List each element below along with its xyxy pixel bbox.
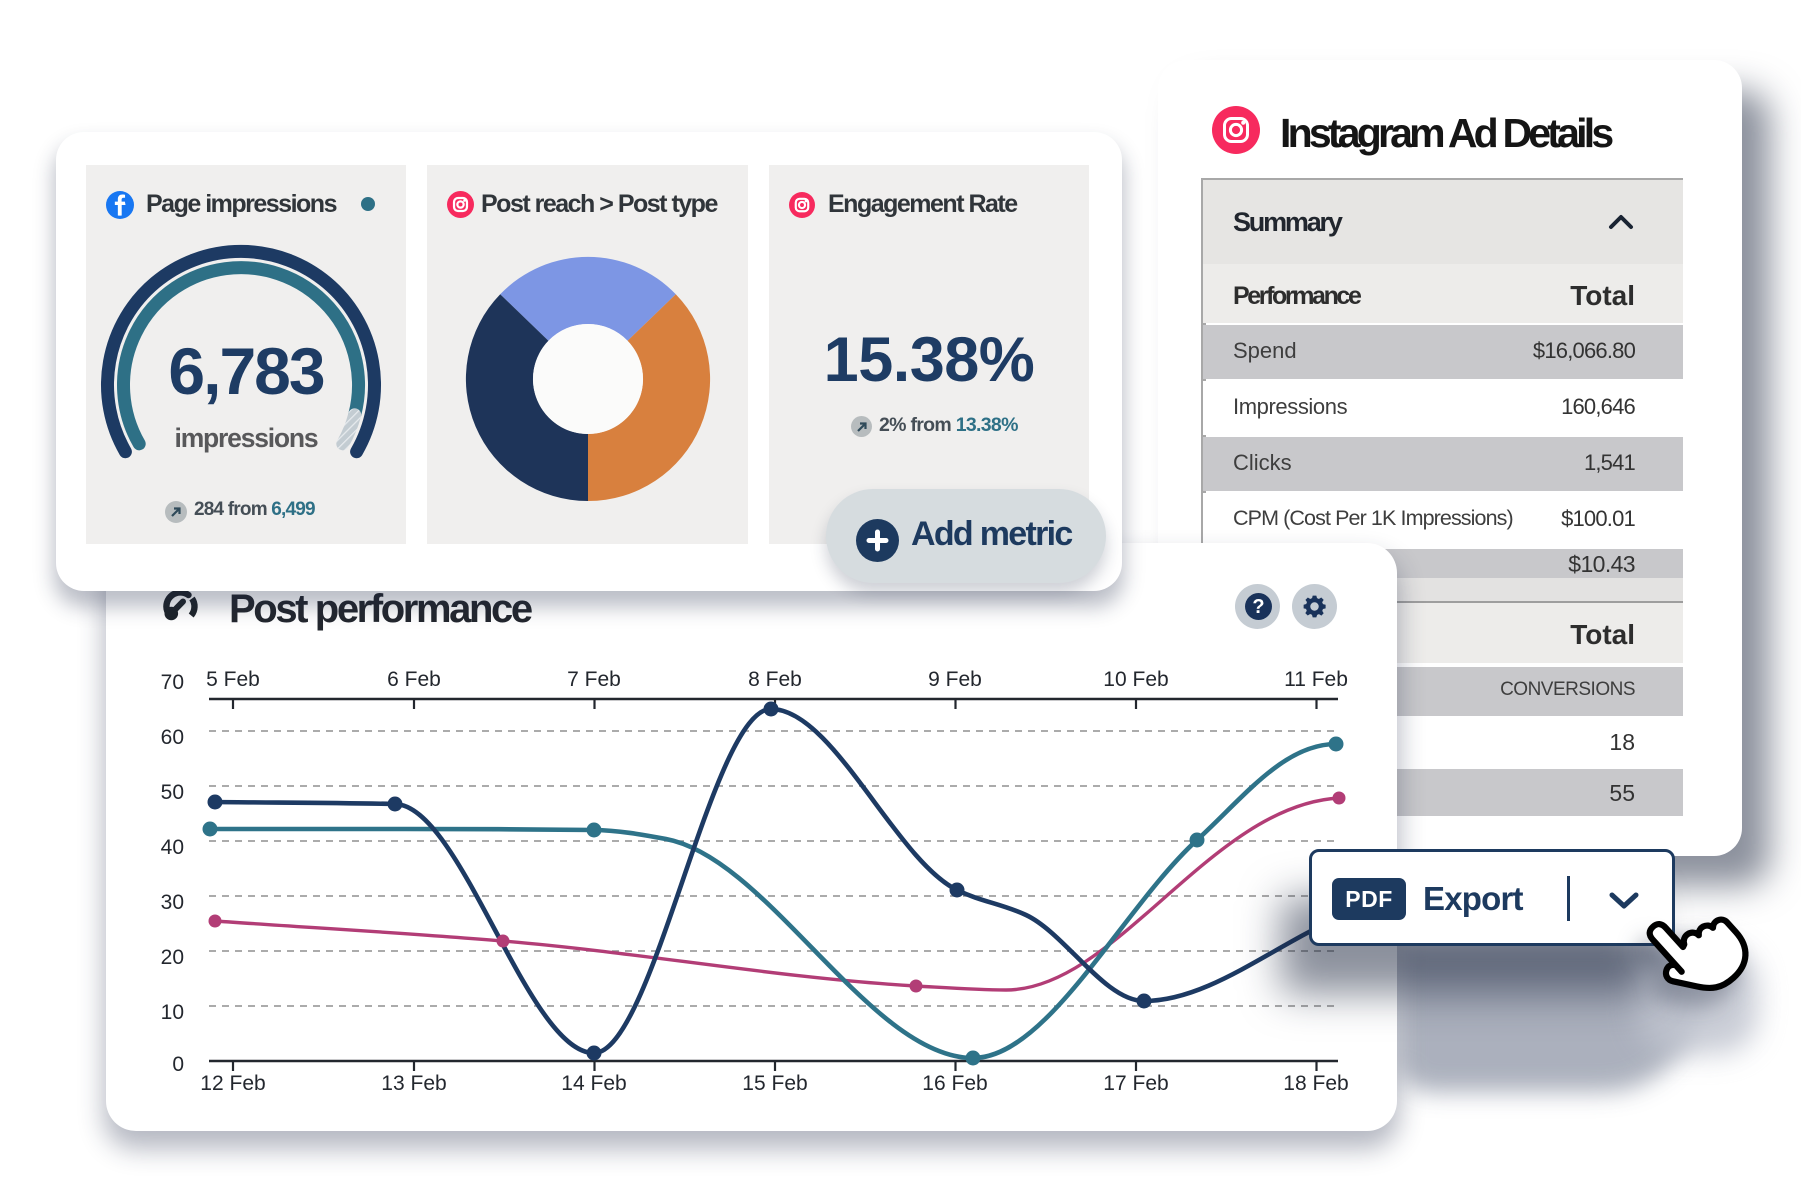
svg-text:30: 30 — [161, 891, 184, 914]
svg-text:17 Feb: 17 Feb — [1103, 1072, 1168, 1095]
svg-text:12 Feb: 12 Feb — [200, 1072, 265, 1095]
svg-text:11 Feb: 11 Feb — [1284, 668, 1348, 691]
svg-text:14 Feb: 14 Feb — [561, 1072, 626, 1095]
svg-text:13 Feb: 13 Feb — [381, 1072, 446, 1095]
svg-text:5 Feb: 5 Feb — [206, 668, 260, 691]
svg-text:9 Feb: 9 Feb — [928, 668, 982, 691]
svg-text:7 Feb: 7 Feb — [567, 668, 621, 691]
svg-text:8 Feb: 8 Feb — [748, 668, 802, 691]
svg-text:18 Feb: 18 Feb — [1283, 1072, 1348, 1095]
svg-text:16 Feb: 16 Feb — [922, 1072, 987, 1095]
svg-text:50: 50 — [161, 781, 184, 804]
svg-text:0: 0 — [172, 1053, 184, 1076]
svg-text:70: 70 — [161, 671, 184, 694]
svg-text:60: 60 — [161, 726, 184, 749]
svg-text:20: 20 — [161, 946, 184, 969]
svg-text:15 Feb: 15 Feb — [742, 1072, 807, 1095]
svg-text:6 Feb: 6 Feb — [387, 668, 441, 691]
svg-text:10 Feb: 10 Feb — [1103, 668, 1168, 691]
svg-text:40: 40 — [161, 836, 184, 859]
svg-text:10: 10 — [161, 1001, 184, 1024]
